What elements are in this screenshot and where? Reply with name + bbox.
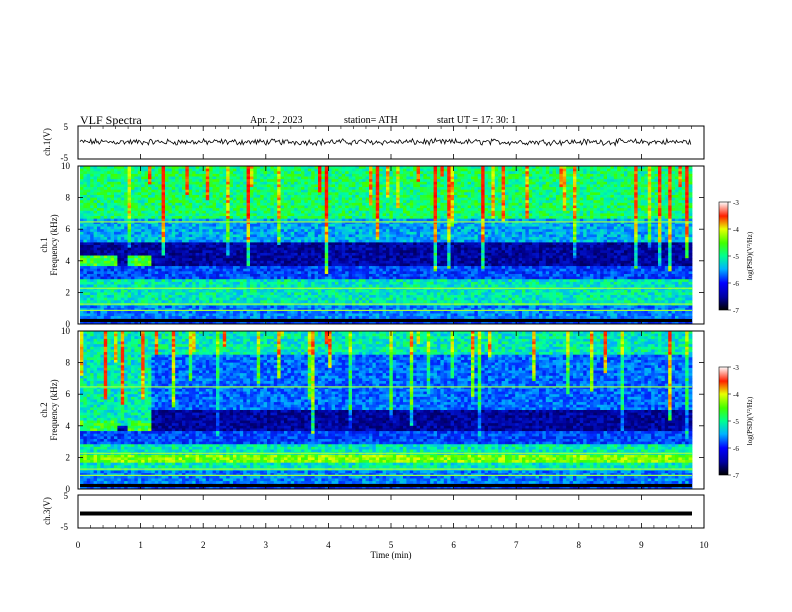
time-tick-label: 5	[389, 540, 394, 550]
colorbar-tick-label: -7	[733, 472, 739, 480]
ch2-colorbar-label: log(PSD)(V²/Hz)	[746, 396, 754, 445]
time-tick-label: 9	[639, 540, 644, 550]
time-tick-label: 8	[577, 540, 582, 550]
frequency-tick-label: 6	[66, 224, 71, 234]
frequency-tick-label: 2	[66, 452, 71, 462]
time-tick-label: 4	[326, 540, 331, 550]
ch1-ylabel: ch.1(V)	[42, 128, 52, 156]
ch2-spectrogram-baseline	[80, 484, 692, 487]
ch3-ytick-bottom: -5	[61, 522, 69, 532]
ch1-waveform-line	[79, 137, 692, 147]
ch2-spectrogram-panel: 0 2 4 6 8 10 ch.2 Frequency (kHz)	[39, 326, 705, 494]
time-axis-label: Time (min)	[371, 550, 412, 560]
colorbar-tick-label: -7	[733, 307, 739, 315]
ch1-spectrogram-baseline	[80, 319, 692, 322]
colorbar-tick-label: -4	[733, 226, 739, 234]
colorbar-tick-label: -4	[733, 391, 739, 399]
frequency-tick-label: 8	[66, 358, 71, 368]
ch1-colorbar-label: log(PSD)(V²/Hz)	[746, 231, 754, 280]
time-tick-label: 3	[264, 540, 269, 550]
time-tick-label: 10	[700, 540, 710, 550]
frequency-tick-label: 10	[61, 326, 71, 336]
ch2-freq-ylabel: Frequency (kHz)	[49, 379, 59, 440]
frequency-tick-label: 6	[66, 389, 71, 399]
frequency-tick-label: 2	[66, 287, 71, 297]
ch1-ytick-bottom: -5	[61, 153, 69, 163]
ch2-spec-ylabel: ch.2	[39, 402, 49, 417]
frequency-tick-label: 4	[66, 421, 71, 431]
ch1-waveform-panel: 5 -5 ch.1(V)	[42, 122, 705, 163]
ch3-waveform-panel: 5 -5 ch.3(V)	[42, 491, 705, 532]
colorbar-tick-label: -6	[733, 280, 739, 288]
ch3-ytick-top: 5	[64, 491, 69, 501]
time-tick-label: 0	[76, 540, 81, 550]
colorbar-tick-label: -6	[733, 445, 739, 453]
frequency-tick-label: 8	[66, 193, 71, 203]
time-axis: 0 1 2 3 4 5 6 7 8 9 10	[76, 126, 709, 550]
ch1-spec-ylabel: ch.1	[39, 237, 49, 252]
ch3-ylabel: ch.3(V)	[42, 497, 52, 525]
date-label: Apr. 2 , 2023	[250, 115, 303, 126]
time-tick-label: 6	[451, 540, 456, 550]
time-tick-label: 2	[201, 540, 206, 550]
chart-title: VLF Spectra	[80, 113, 142, 128]
station-label: station= ATH	[344, 115, 398, 126]
ch2-colorbar: -3 -4 -5 -6 -7 log(PSD)(V²/Hz)	[718, 364, 754, 480]
frequency-tick-label: 0	[66, 319, 71, 329]
ch1-colorbar: -3 -4 -5 -6 -7 log(PSD)(V²/Hz)	[718, 199, 754, 315]
frequency-tick-label: 0	[66, 484, 71, 494]
ch1-ytick-top: 5	[64, 122, 69, 132]
ch3-waveform-line	[80, 511, 692, 516]
frequency-tick-label: 10	[61, 161, 71, 171]
time-tick-label: 7	[514, 540, 519, 550]
start-time-label: start UT = 17: 30: 1	[437, 115, 516, 126]
time-tick-label: 1	[138, 540, 143, 550]
ch1-freq-ylabel: Frequency (kHz)	[49, 214, 59, 275]
colorbar-tick-label: -3	[733, 199, 739, 207]
ch1-spectrogram-panel: 0 2 4 6 8 10 ch.1 Frequency (kHz)	[39, 161, 705, 329]
frequency-tick-label: 4	[66, 256, 71, 266]
colorbar-tick-label: -5	[733, 418, 739, 426]
colorbar-tick-label: -5	[733, 253, 739, 261]
colorbar-tick-label: -3	[733, 364, 739, 372]
